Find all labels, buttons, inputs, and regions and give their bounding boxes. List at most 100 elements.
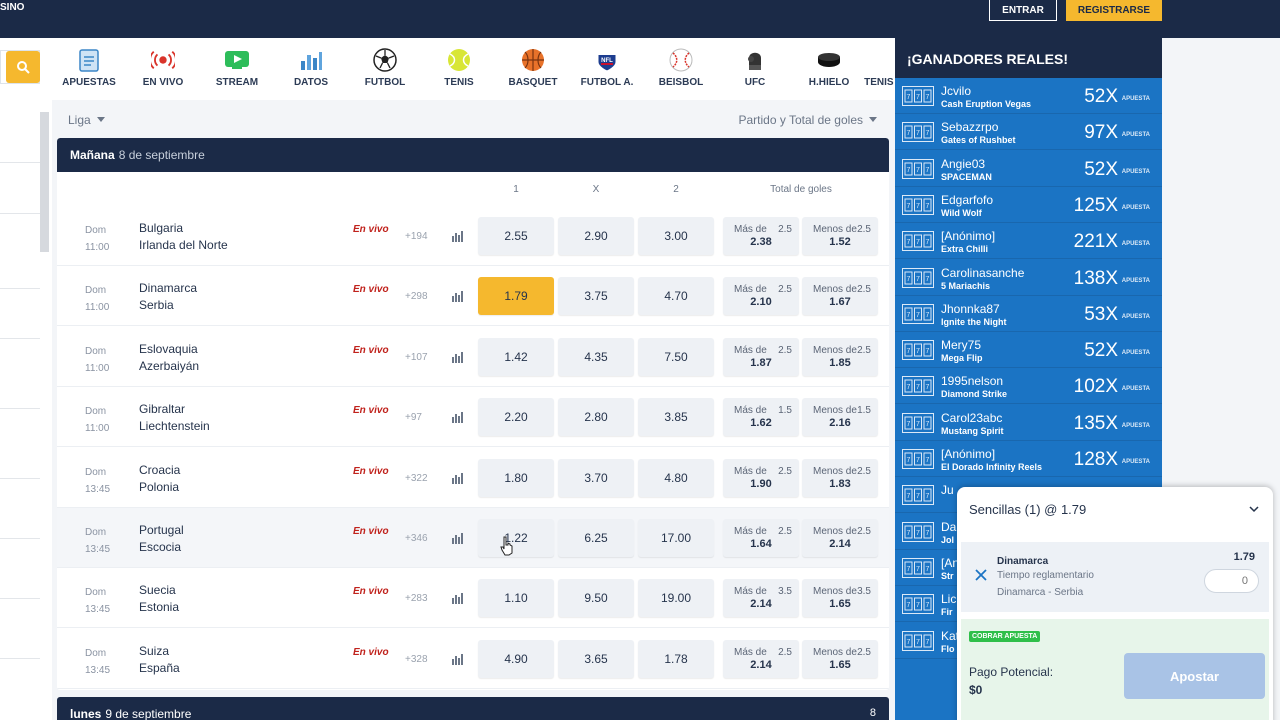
odd-button-x[interactable]: 6.25 [558, 519, 634, 557]
sidebar-scrollbar[interactable] [40, 112, 49, 252]
odd-button-x[interactable]: 2.90 [558, 217, 634, 255]
register-button[interactable]: REGISTRARSE [1066, 0, 1162, 21]
more-markets-link[interactable]: +97 [405, 412, 422, 424]
stats-icon[interactable] [451, 532, 463, 544]
odd-button-x[interactable]: 9.50 [558, 579, 634, 618]
winner-row[interactable]: 7 7 7 Edgarfofo Wild Wolf 125X APUESTA [895, 187, 1162, 223]
winner-row[interactable]: 7 7 7 Angie03 SPACEMAN 52X APUESTA [895, 151, 1162, 187]
odd-button-1[interactable]: 1.22 [478, 519, 554, 557]
winner-row[interactable]: 7 7 7 1995nelson Diamond Strike 102X APUESTA [895, 368, 1162, 405]
odd-button-1[interactable]: 4.90 [478, 639, 554, 678]
sport-tab-futbol[interactable]: FUTBOL [348, 38, 422, 100]
odd-button-x[interactable]: 3.75 [558, 277, 634, 316]
sport-tab-futbol-americano[interactable]: NFL FUTBOL A. [570, 38, 644, 100]
under-odd-button[interactable]: Menos de 2.5 1.65 [802, 639, 878, 678]
winner-row[interactable]: 7 7 7 Jcvilo Cash Eruption Vegas 52X APUESTA [895, 78, 1162, 114]
league-dropdown[interactable]: Liga [68, 113, 105, 127]
match-teams[interactable]: Dinamarca Serbia [139, 280, 197, 314]
match-teams[interactable]: Gibraltar Liechtenstein [139, 401, 210, 435]
stats-icon[interactable] [451, 290, 463, 303]
under-odd-button[interactable]: Menos de 2.5 1.85 [802, 337, 878, 376]
odd-button-2[interactable]: 4.80 [638, 458, 714, 497]
place-bet-button[interactable]: Apostar [1124, 653, 1265, 699]
search-button[interactable] [6, 51, 40, 83]
odd-button-x[interactable]: 3.70 [558, 458, 634, 497]
sport-tab-basquet[interactable]: BASQUET [496, 38, 570, 100]
market-dropdown[interactable]: Partido y Total de goles [738, 113, 877, 127]
under-odd-button[interactable]: Menos de 1.5 2.16 [802, 398, 878, 437]
sport-tab-apuestas[interactable]: APUESTAS [52, 38, 126, 100]
under-odd-button[interactable]: Menos de 2.5 2.14 [802, 519, 878, 557]
match-teams[interactable]: Eslovaquia Azerbaiyán [139, 341, 199, 375]
stats-icon[interactable] [451, 351, 463, 363]
more-markets-link[interactable]: +298 [405, 291, 428, 303]
odd-button-1[interactable]: 1.42 [478, 337, 554, 376]
over-odd-button[interactable]: Más de 1.5 1.62 [723, 398, 799, 437]
sport-tab-stream[interactable]: STREAM [200, 38, 274, 100]
next-day-section-header[interactable]: lunes 9 de septiembre 8 [57, 697, 889, 720]
odd-button-1[interactable]: 1.80 [478, 458, 554, 497]
odd-button-1[interactable]: 2.55 [478, 217, 554, 255]
odd-button-2[interactable]: 19.00 [638, 579, 714, 618]
match-teams[interactable]: Bulgaria Irlanda del Norte [139, 220, 228, 254]
odd-button-x[interactable]: 3.65 [558, 639, 634, 678]
match-teams[interactable]: Suiza España [139, 643, 180, 677]
stats-icon[interactable] [451, 653, 463, 665]
login-button[interactable]: ENTRAR [989, 0, 1057, 21]
odd-button-2[interactable]: 3.00 [638, 217, 714, 255]
winner-row[interactable]: 7 7 7 [Anónimo] El Dorado Infinity Reels 128X… [895, 441, 1162, 477]
stats-icon[interactable] [451, 411, 463, 424]
over-odd-button[interactable]: Más de 2.5 2.10 [723, 277, 799, 316]
more-markets-link[interactable]: +283 [405, 593, 428, 605]
winner-row[interactable]: 7 7 7 Sebazzrpo Gates of Rushbet 97X APUESTA [895, 114, 1162, 151]
betslip-header[interactable]: Sencillas (1) @ 1.79 [969, 502, 1087, 517]
sport-tab-tenis[interactable]: TENIS [422, 38, 496, 100]
over-odd-button[interactable]: Más de 2.5 1.87 [723, 337, 799, 376]
sport-tab-beisbol[interactable]: BEISBOL [644, 38, 718, 100]
over-odd-button[interactable]: Más de 3.5 2.14 [723, 579, 799, 618]
match-teams[interactable]: Croacia Polonia [139, 462, 180, 496]
match-teams[interactable]: Suecia Estonia [139, 582, 179, 616]
under-odd-button[interactable]: Menos de 2.5 1.83 [802, 458, 878, 497]
chevron-down-icon[interactable] [1249, 504, 1259, 514]
under-odd-button[interactable]: Menos de 3.5 1.65 [802, 579, 878, 618]
more-markets-link[interactable]: +346 [405, 533, 428, 544]
under-odd-button[interactable]: Menos de 2.5 1.52 [802, 217, 878, 255]
over-odd-button[interactable]: Más de 2.5 1.64 [723, 519, 799, 557]
odd-button-2[interactable]: 4.70 [638, 277, 714, 316]
sport-tab-hockey[interactable]: H.HIELO [792, 38, 866, 100]
over-odd-button[interactable]: Más de 2.5 2.14 [723, 639, 799, 678]
under-odd-button[interactable]: Menos de 2.5 1.67 [802, 277, 878, 316]
winner-row[interactable]: 7 7 7 [Anónimo] Extra Chilli 221X APUESTA [895, 223, 1162, 260]
odd-button-2[interactable]: 7.50 [638, 337, 714, 376]
odd-button-x[interactable]: 4.35 [558, 337, 634, 376]
winner-row[interactable]: 7 7 7 Carol23abc Mustang Spirit 135X APUESTA [895, 405, 1162, 441]
odd-button-2[interactable]: 3.85 [638, 398, 714, 437]
stats-icon[interactable] [451, 592, 463, 605]
winner-row[interactable]: 7 7 7 Mery75 Mega Flip 52X APUESTA [895, 332, 1162, 369]
winner-row[interactable]: 7 7 7 Carolinasanche 5 Mariachis 138X APUESTA [895, 260, 1162, 296]
over-odd-button[interactable]: Más de 2.5 1.90 [723, 458, 799, 497]
more-markets-link[interactable]: +322 [405, 472, 428, 484]
odd-button-x[interactable]: 2.80 [558, 398, 634, 437]
odd-button-2[interactable]: 17.00 [638, 519, 714, 557]
day-section-header[interactable]: Mañana 8 de septiembre [57, 138, 889, 172]
sport-tab-en-vivo[interactable]: EN VIVO [126, 38, 200, 100]
more-markets-link[interactable]: +194 [405, 231, 428, 242]
odd-button-1[interactable]: 2.20 [478, 398, 554, 437]
odd-button-2[interactable]: 1.78 [638, 639, 714, 678]
stake-input[interactable] [1204, 569, 1259, 593]
more-markets-link[interactable]: +328 [405, 653, 428, 665]
odd-button-1[interactable]: 1.10 [478, 579, 554, 618]
odd-button-1[interactable]: 1.79 [478, 277, 554, 316]
close-icon[interactable] [975, 569, 987, 581]
stats-icon[interactable] [451, 230, 463, 242]
over-odd-button[interactable]: Más de 2.5 2.38 [723, 217, 799, 255]
sport-tab-datos[interactable]: DATOS [274, 38, 348, 100]
match-teams[interactable]: Portugal Escocia [139, 522, 184, 556]
sport-tab-ufc[interactable]: UFC [718, 38, 792, 100]
sport-tab-tenis-de-mesa[interactable]: TENIS DE MESA [864, 38, 895, 100]
winner-row[interactable]: 7 7 7 Jhonnka87 Ignite the Night 53X APUESTA [895, 296, 1162, 332]
stats-icon[interactable] [451, 472, 463, 484]
more-markets-link[interactable]: +107 [405, 351, 428, 363]
